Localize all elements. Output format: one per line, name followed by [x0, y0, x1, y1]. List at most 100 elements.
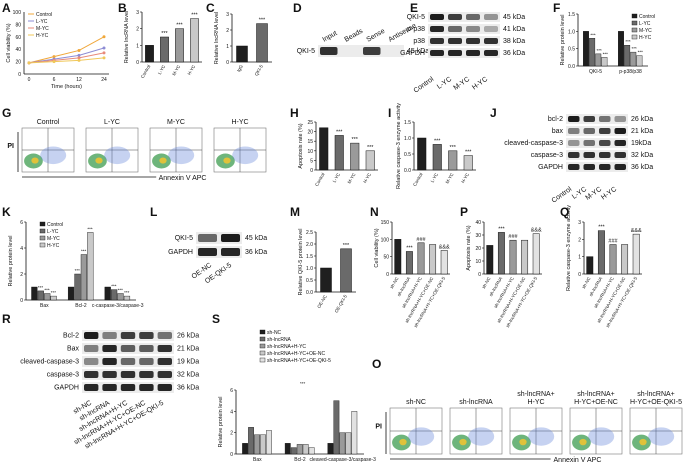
band: [342, 47, 360, 55]
y-axis-label: Relative QKI-5 protein level: [298, 229, 304, 296]
y-tick-label: 0: [226, 60, 229, 66]
series-line: [28, 47, 105, 64]
band: [599, 116, 611, 122]
flow-plots-G: Control L-YC M-YC H-YC PI Annexin V APC: [7, 119, 267, 182]
y-tick-label: 1: [226, 44, 229, 50]
legend-entry: Control: [47, 222, 63, 228]
band: [568, 140, 580, 146]
y-tick-label: 150: [381, 220, 390, 226]
bar: [394, 239, 402, 275]
legend-entry: sh-lncRNA+H-YC+OE-NC: [267, 351, 325, 357]
y-tick-label: 60: [15, 35, 21, 41]
panel-letter-H: H: [290, 106, 299, 120]
significance-mark: ***: [638, 50, 644, 55]
data-point: [102, 51, 106, 55]
y-tick-label: 5: [310, 158, 313, 164]
data-point: [77, 56, 81, 60]
y-tick-label: 1.0: [568, 29, 575, 35]
blot-row-label: GAPDH: [400, 50, 425, 57]
flow-plot-title: H-YC+OE-QKI-5: [630, 399, 682, 406]
blot-strip: [566, 162, 628, 172]
y-tick-label: 0: [230, 452, 233, 458]
blot-lane-label: L-YC: [436, 76, 453, 91]
legend-entry: sh-lncRNA: [267, 337, 292, 343]
panel-letter-B: B: [118, 1, 127, 15]
band: [448, 38, 462, 44]
bar: [583, 31, 589, 67]
legend-swatch: [39, 242, 46, 248]
bar: [532, 233, 540, 275]
y-axis-label: Relative protein level: [218, 396, 224, 447]
legend-swatch: [39, 235, 46, 241]
y-tick-label: 25: [307, 120, 313, 126]
significance-mark: ***: [632, 46, 638, 51]
band: [139, 358, 154, 365]
data-point: [27, 61, 31, 65]
significance-mark: &&&: [531, 228, 542, 234]
bar: [597, 230, 605, 275]
band: [120, 332, 136, 339]
panel-letter-A: A: [2, 1, 11, 15]
y-tick-label: 30: [475, 233, 481, 239]
panel-letter-D: D: [293, 1, 302, 15]
y-tick-label: 1: [578, 255, 581, 261]
series-line: [28, 57, 105, 64]
legend-swatch: [39, 228, 46, 234]
blot-kda-label: 45 kDa: [503, 14, 525, 21]
bar: [123, 295, 131, 301]
legend-entry: H-YC: [47, 243, 60, 249]
data-point: [102, 46, 106, 50]
series-line: [28, 52, 105, 64]
y-tick-label: 2.5: [306, 230, 313, 236]
band: [102, 345, 117, 352]
bar: [104, 286, 111, 301]
significance-mark: ***: [343, 243, 350, 249]
y-tick-label: 0: [478, 272, 481, 278]
bar: [448, 150, 458, 171]
blot-kda-label: 36 kDa: [503, 50, 525, 57]
bar: [621, 244, 629, 275]
grouped-bar-chart-K: 0 2 4 6 Relative protein level Bax Bcl-2 c-casp…: [8, 220, 144, 309]
flow-y-label: PI: [375, 424, 382, 431]
blot-row-label: QKI-5: [297, 48, 315, 55]
band: [102, 358, 117, 365]
y-tick-label: 0: [18, 72, 21, 78]
flow-plot-title: H-YC+OE-NC: [574, 399, 618, 406]
x-tick-label: M-YC: [445, 171, 455, 184]
bar: [145, 45, 154, 63]
band: [583, 164, 595, 170]
bar: [296, 444, 303, 455]
band: [139, 371, 154, 378]
band: [484, 14, 498, 20]
x-tick-label: 24: [101, 77, 107, 83]
y-tick-label: 20: [15, 60, 21, 66]
band: [614, 140, 626, 146]
y-tick-label: 10: [307, 149, 313, 155]
significance-mark: &&&: [439, 244, 450, 250]
y-tick-label: 2: [136, 27, 139, 33]
significance-mark: ***: [352, 137, 359, 143]
flow-plot-title: sh-lncRNA+: [637, 391, 675, 398]
x-tick-label: Control: [314, 172, 326, 187]
significance-mark: ***: [124, 290, 130, 295]
blot-strip: [566, 150, 628, 160]
blot-row-label: p-p38: [407, 26, 425, 33]
band: [568, 116, 580, 122]
band: [84, 384, 99, 391]
western-blot-D: QKI-5 45 kDa: [297, 45, 429, 57]
blot-row-label: Bcl-2: [63, 333, 79, 340]
significance-mark: ***: [598, 225, 605, 231]
band: [568, 152, 580, 158]
data-point: [52, 60, 56, 64]
blot-kda-label: 32 kDa: [177, 372, 199, 379]
bar: [302, 444, 309, 455]
y-tick-label: 0: [578, 272, 581, 278]
blot-row-label: cleaved-caspase-3: [504, 140, 563, 147]
significance-mark: ***: [597, 48, 603, 53]
flow-plot-title: M-YC: [167, 119, 185, 126]
blot-kda-label: 36 kDa: [631, 164, 653, 171]
bar: [351, 411, 358, 455]
group-label: cleaved-caspase-3/caspase-3: [309, 457, 376, 463]
flow-plot-title: sh-lncRNA+: [577, 391, 615, 398]
